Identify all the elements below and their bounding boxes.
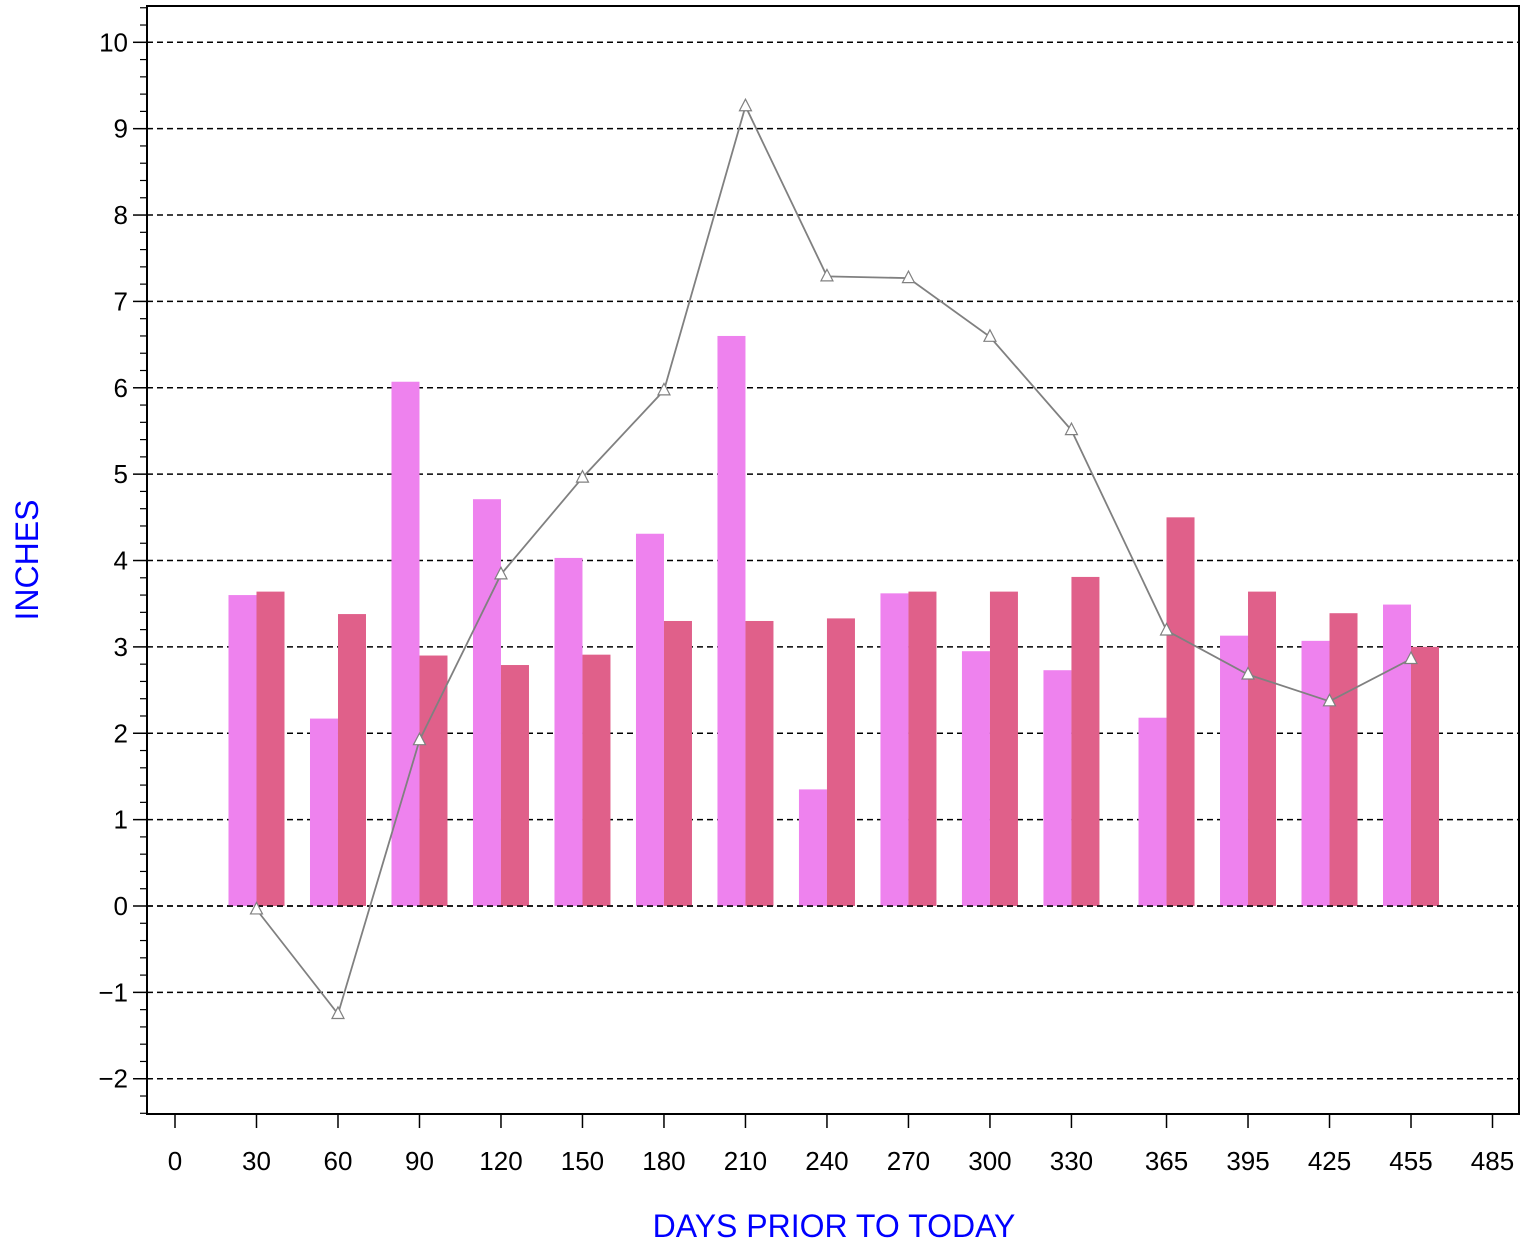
x-tick-label: 395 — [1226, 1146, 1269, 1176]
y-tick-label: 10 — [99, 27, 128, 57]
bar-series-2 — [826, 618, 855, 906]
bar-series-2 — [1071, 576, 1100, 906]
bar-series-1 — [554, 557, 583, 906]
bar-series-1 — [961, 651, 990, 906]
x-tick-label: 270 — [887, 1146, 930, 1176]
x-tick-label: 210 — [724, 1146, 767, 1176]
y-tick-label: 4 — [114, 546, 128, 576]
x-tick-label: 30 — [242, 1146, 271, 1176]
bar-series-2 — [1329, 613, 1358, 906]
bar-series-2 — [989, 591, 1018, 906]
bar-series-2 — [582, 654, 611, 906]
bar-series-1 — [798, 789, 827, 906]
x-tick-label: 300 — [968, 1146, 1011, 1176]
line-point-marker — [901, 269, 916, 284]
line-point-marker — [412, 731, 427, 746]
x-tick-label: 0 — [168, 1146, 182, 1176]
bar-series-2 — [1411, 646, 1440, 906]
y-tick-label: 5 — [114, 459, 128, 489]
bar-series-1 — [717, 335, 746, 906]
bar-series-1 — [1043, 670, 1072, 906]
bar-series-2 — [745, 620, 774, 906]
line-point-marker — [819, 268, 834, 282]
y-tick-label: 8 — [114, 200, 128, 230]
bar-series-2 — [1166, 517, 1195, 906]
line-point-marker — [1404, 650, 1418, 665]
line-point-marker — [1241, 666, 1256, 680]
x-tick-label: 90 — [405, 1146, 434, 1176]
y-tick-label: 6 — [114, 373, 128, 403]
bar-series-1 — [309, 718, 338, 906]
y-tick-label: 3 — [114, 632, 128, 662]
bar-series-2 — [663, 620, 692, 906]
y-tick-label: 2 — [114, 718, 128, 748]
y-tick-label: 0 — [114, 891, 128, 921]
bar-series-1 — [1220, 635, 1249, 906]
line-point-marker — [1159, 622, 1174, 636]
bar-series-1 — [880, 593, 909, 906]
line-point-marker — [1064, 421, 1079, 436]
bar-series-1 — [1383, 604, 1412, 906]
line-series — [249, 97, 1418, 1020]
line-point-marker — [1322, 693, 1337, 707]
plot-frame — [146, 5, 1520, 1115]
x-axis-title: DAYS PRIOR TO TODAY — [653, 1208, 1016, 1243]
x-tick-label: 365 — [1145, 1146, 1188, 1176]
bar-series-2 — [419, 655, 448, 906]
line-point-marker — [982, 328, 997, 342]
bar-series-1 — [635, 533, 664, 906]
bar-series-2 — [256, 591, 285, 906]
x-tick-label: 60 — [324, 1146, 353, 1176]
line-point-marker — [249, 901, 264, 915]
line-point-marker — [331, 1005, 345, 1020]
x-tick-label: 455 — [1389, 1146, 1432, 1176]
bar-series-2 — [337, 614, 366, 906]
x-tick-label: 425 — [1308, 1146, 1351, 1176]
bar-series-2 — [908, 591, 937, 906]
y-tick-label: −1 — [98, 977, 128, 1007]
x-tick-label: 485 — [1471, 1146, 1514, 1176]
line-point-marker — [656, 382, 671, 396]
y-tick-label: 9 — [114, 114, 128, 144]
bar-series-1 — [1301, 640, 1330, 906]
bar-series-1 — [391, 381, 420, 906]
bar-series-1 — [472, 499, 501, 906]
y-tick-label: −2 — [98, 1064, 128, 1094]
bar-series-1 — [1138, 717, 1167, 906]
x-tick-label: 330 — [1050, 1146, 1093, 1176]
x-tick-label: 150 — [561, 1146, 604, 1176]
y-axis-title: INCHES — [9, 500, 45, 621]
x-tick-label: 180 — [642, 1146, 685, 1176]
line-point-marker — [575, 469, 590, 483]
bar-series-1 — [228, 595, 257, 906]
line-point-marker — [493, 566, 508, 580]
y-tick-label: 7 — [114, 286, 128, 316]
line-point-marker — [738, 97, 753, 112]
bar-series-2 — [500, 665, 529, 906]
bar-series-2 — [1248, 591, 1277, 906]
x-tick-label: 240 — [805, 1146, 848, 1176]
y-tick-label: 1 — [114, 805, 128, 835]
x-tick-label: 120 — [479, 1146, 522, 1176]
